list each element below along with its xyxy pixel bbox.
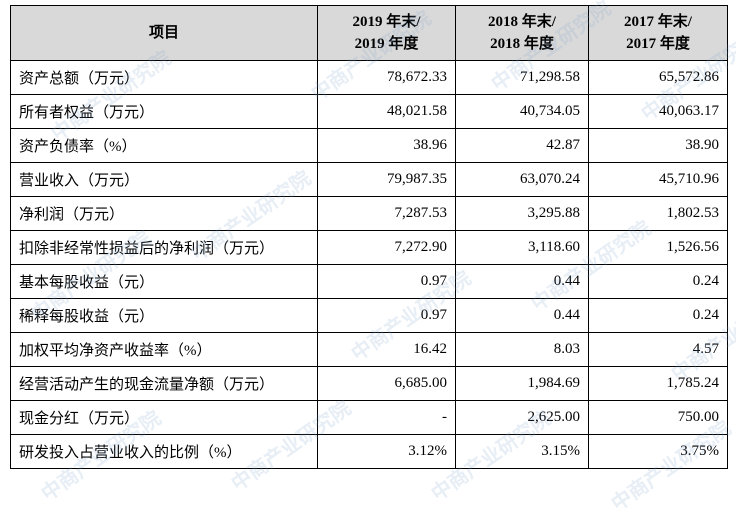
value-cell: 6,685.00 xyxy=(317,366,456,401)
header-line: 2019 年末/ xyxy=(352,14,421,30)
value-cell: 3,118.60 xyxy=(455,230,589,265)
table-row: 资产负债率（%） 38.96 42.87 38.90 xyxy=(10,128,728,163)
value-cell: 78,672.33 xyxy=(317,60,456,95)
value-cell: 0.44 xyxy=(455,264,589,299)
header-line: 2017 年末/ xyxy=(624,14,692,30)
table-row: 稀释每股收益（元） 0.97 0.44 0.24 xyxy=(10,298,728,333)
value-cell: 1,802.53 xyxy=(588,196,728,231)
table-row: 资产总额（万元） 78,672.33 71,298.58 65,572.86 xyxy=(10,60,728,95)
value-cell: 16.42 xyxy=(317,332,456,367)
table-row: 基本每股收益（元） 0.97 0.44 0.24 xyxy=(10,264,728,299)
row-label: 资产负债率（%） xyxy=(10,128,318,163)
data-table: 项目 2019 年末/2019 年度 2018 年末/2018 年度 2017 年末/… xyxy=(10,5,728,469)
header-row: 项目 2019 年末/2019 年度 2018 年末/2018 年度 2017 年末/… xyxy=(10,5,728,61)
value-cell: 2,625.00 xyxy=(455,400,589,435)
value-cell: 0.24 xyxy=(588,298,728,333)
header-line: 2017 年度 xyxy=(626,36,690,52)
row-label: 稀释每股收益（元） xyxy=(10,298,318,333)
table-body: 资产总额（万元） 78,672.33 71,298.58 65,572.86 所有者权益… xyxy=(10,60,728,469)
row-label: 加权平均净资产收益率（%） xyxy=(10,332,318,367)
page: {"table": { "header": ["项目", ["2019 年末/"… xyxy=(10,0,736,516)
row-label: 资产总额（万元） xyxy=(10,60,318,95)
value-cell: 7,287.53 xyxy=(317,196,456,231)
value-cell: 3.15% xyxy=(455,434,589,469)
value-cell: 48,021.58 xyxy=(317,94,456,129)
value-cell: 1,984.69 xyxy=(455,366,589,401)
value-cell: 750.00 xyxy=(588,400,728,435)
row-label: 基本每股收益（元） xyxy=(10,264,318,299)
table-row: 营业收入（万元） 79,987.35 63,070.24 45,710.96 xyxy=(10,162,728,197)
value-cell: 40,063.17 xyxy=(588,94,728,129)
value-cell: 0.44 xyxy=(455,298,589,333)
table-row: 研发投入占营业收入的比例（%） 3.12% 3.15% 3.75% xyxy=(10,434,728,469)
table-row: 现金分红（万元） -2,625.00 750.00 xyxy=(10,400,728,435)
table-row: 经营活动产生的现金流量净额（万元） 6,685.00 1,984.69 1,785.2… xyxy=(10,366,728,401)
value-cell: 0.97 xyxy=(317,264,456,299)
row-label: 净利润（万元） xyxy=(10,196,318,231)
value-cell: 1,785.24 xyxy=(588,366,728,401)
header-cell: 2019 年末/2019 年度 xyxy=(317,5,456,61)
header-cell: 项目 xyxy=(10,5,318,61)
value-cell: 79,987.35 xyxy=(317,162,456,197)
value-cell: 38.90 xyxy=(588,128,728,163)
row-label: 扣除非经常性损益后的净利润（万元） xyxy=(10,230,318,265)
header-line: 2018 年末/ xyxy=(488,14,556,30)
row-label: 营业收入（万元） xyxy=(10,162,318,197)
row-label: 现金分红（万元） xyxy=(10,400,318,435)
value-cell: 71,298.58 xyxy=(455,60,589,95)
value-cell: 42.87 xyxy=(455,128,589,163)
value-cell: 3.75% xyxy=(588,434,728,469)
header-line: 2018 年度 xyxy=(490,36,554,52)
value-cell: - xyxy=(317,400,456,435)
header-cell: 2018 年末/2018 年度 xyxy=(455,5,589,61)
table-row: 净利润（万元） 7,287.53 3,295.88 1,802.53 xyxy=(10,196,728,231)
value-cell: 63,070.24 xyxy=(455,162,589,197)
value-cell: 0.24 xyxy=(588,264,728,299)
value-cell: 45,710.96 xyxy=(588,162,728,197)
value-cell: 3,295.88 xyxy=(455,196,589,231)
header-line: 2019 年度 xyxy=(354,36,419,52)
value-cell: 0.97 xyxy=(317,298,456,333)
value-cell: 38.96 xyxy=(317,128,456,163)
value-cell: 7,272.90 xyxy=(317,230,456,265)
table-row: 所有者权益（万元） 48,021.58 40,734.05 40,063.17 xyxy=(10,94,728,129)
value-cell: 8.03 xyxy=(455,332,589,367)
row-label: 所有者权益（万元） xyxy=(10,94,318,129)
value-cell: 4.57 xyxy=(588,332,728,367)
value-cell: 40,734.05 xyxy=(455,94,589,129)
row-label: 研发投入占营业收入的比例（%） xyxy=(10,434,318,469)
header-cell: 2017 年末/2017 年度 xyxy=(588,5,728,61)
value-cell: 3.12% xyxy=(317,434,456,469)
row-label: 经营活动产生的现金流量净额（万元） xyxy=(10,366,318,401)
value-cell: 65,572.86 xyxy=(588,60,728,95)
value-cell: 1,526.56 xyxy=(588,230,728,265)
table-row: 扣除非经常性损益后的净利润（万元） 7,272.90 3,118.60 1,526.5… xyxy=(10,230,728,265)
table-row: 加权平均净资产收益率（%） 16.42 8.03 4.57 xyxy=(10,332,728,367)
